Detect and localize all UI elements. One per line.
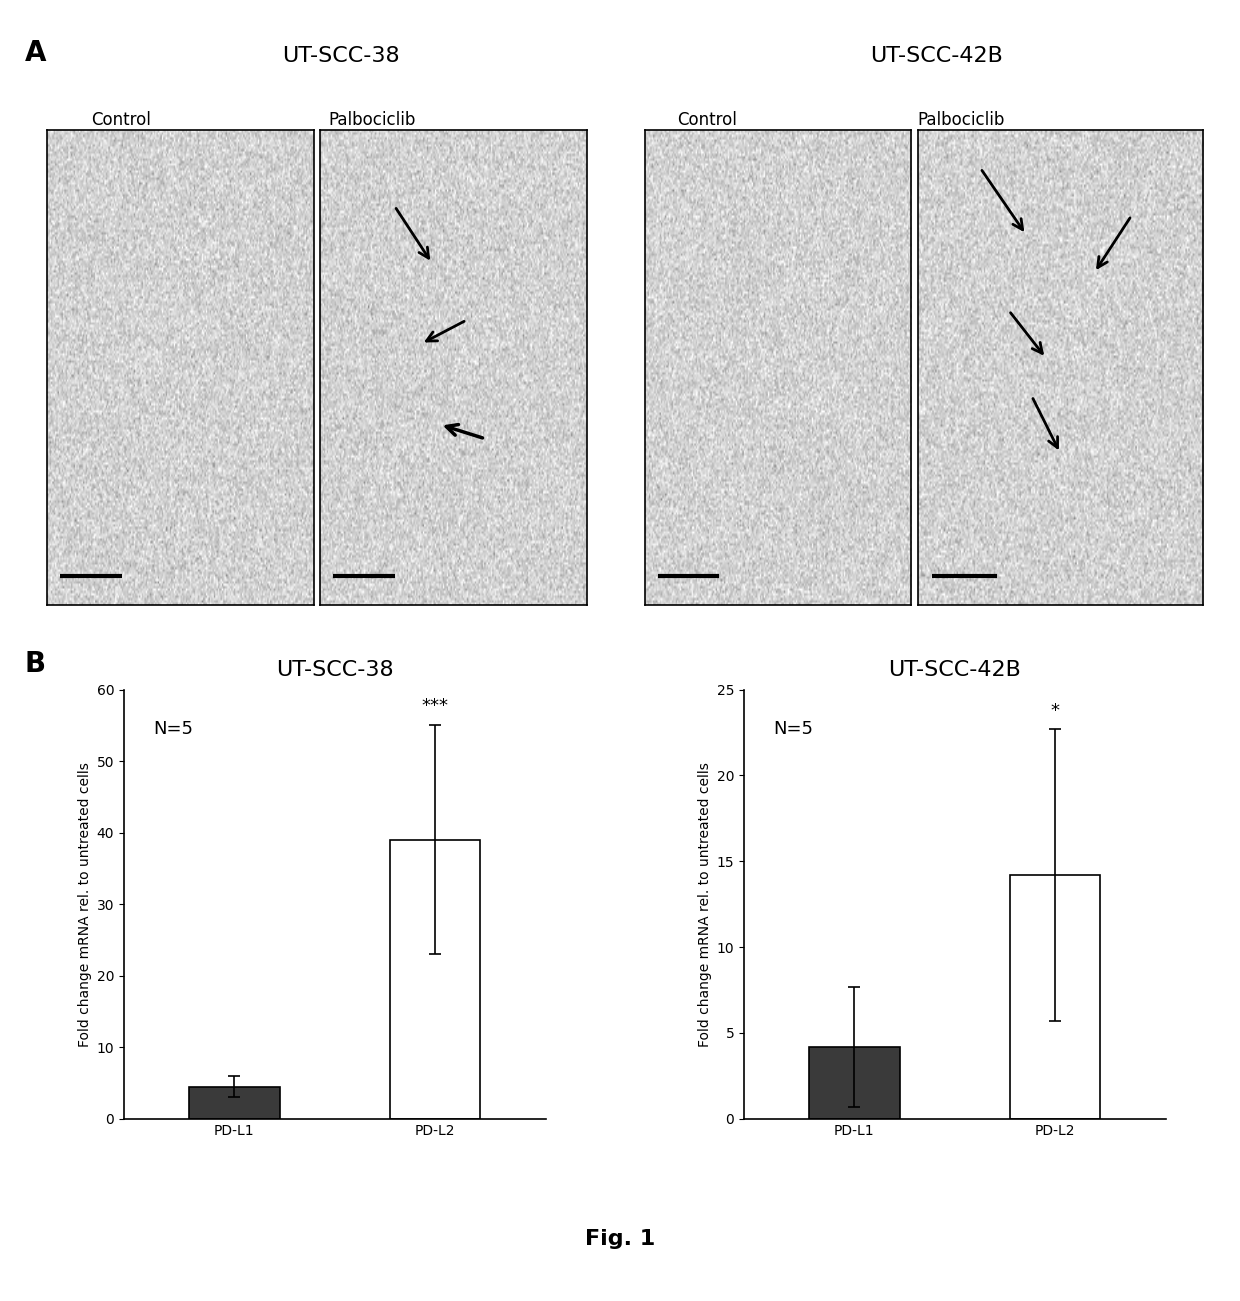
Bar	[391, 840, 480, 1119]
Text: B: B	[25, 650, 46, 679]
Text: Control: Control	[677, 111, 737, 129]
Bar	[1011, 876, 1100, 1119]
Text: *: *	[1050, 703, 1060, 721]
Title: UT-SCC-38: UT-SCC-38	[277, 660, 393, 679]
Bar	[810, 1047, 899, 1119]
Title: UT-SCC-42B: UT-SCC-42B	[888, 660, 1022, 679]
Text: Palbociclib: Palbociclib	[918, 111, 1004, 129]
Text: UT-SCC-42B: UT-SCC-42B	[869, 46, 1003, 65]
Text: Palbociclib: Palbociclib	[329, 111, 415, 129]
Text: Fig. 1: Fig. 1	[585, 1229, 655, 1249]
Y-axis label: Fold change mRNA rel. to untreated cells: Fold change mRNA rel. to untreated cells	[78, 762, 93, 1046]
Bar	[190, 1086, 279, 1119]
Text: A: A	[25, 39, 46, 68]
Y-axis label: Fold change mRNA rel. to untreated cells: Fold change mRNA rel. to untreated cells	[698, 762, 713, 1046]
Text: N=5: N=5	[154, 719, 193, 738]
Text: UT-SCC-38: UT-SCC-38	[283, 46, 399, 65]
Text: N=5: N=5	[774, 719, 813, 738]
Text: Control: Control	[92, 111, 151, 129]
Text: ***: ***	[422, 696, 449, 714]
